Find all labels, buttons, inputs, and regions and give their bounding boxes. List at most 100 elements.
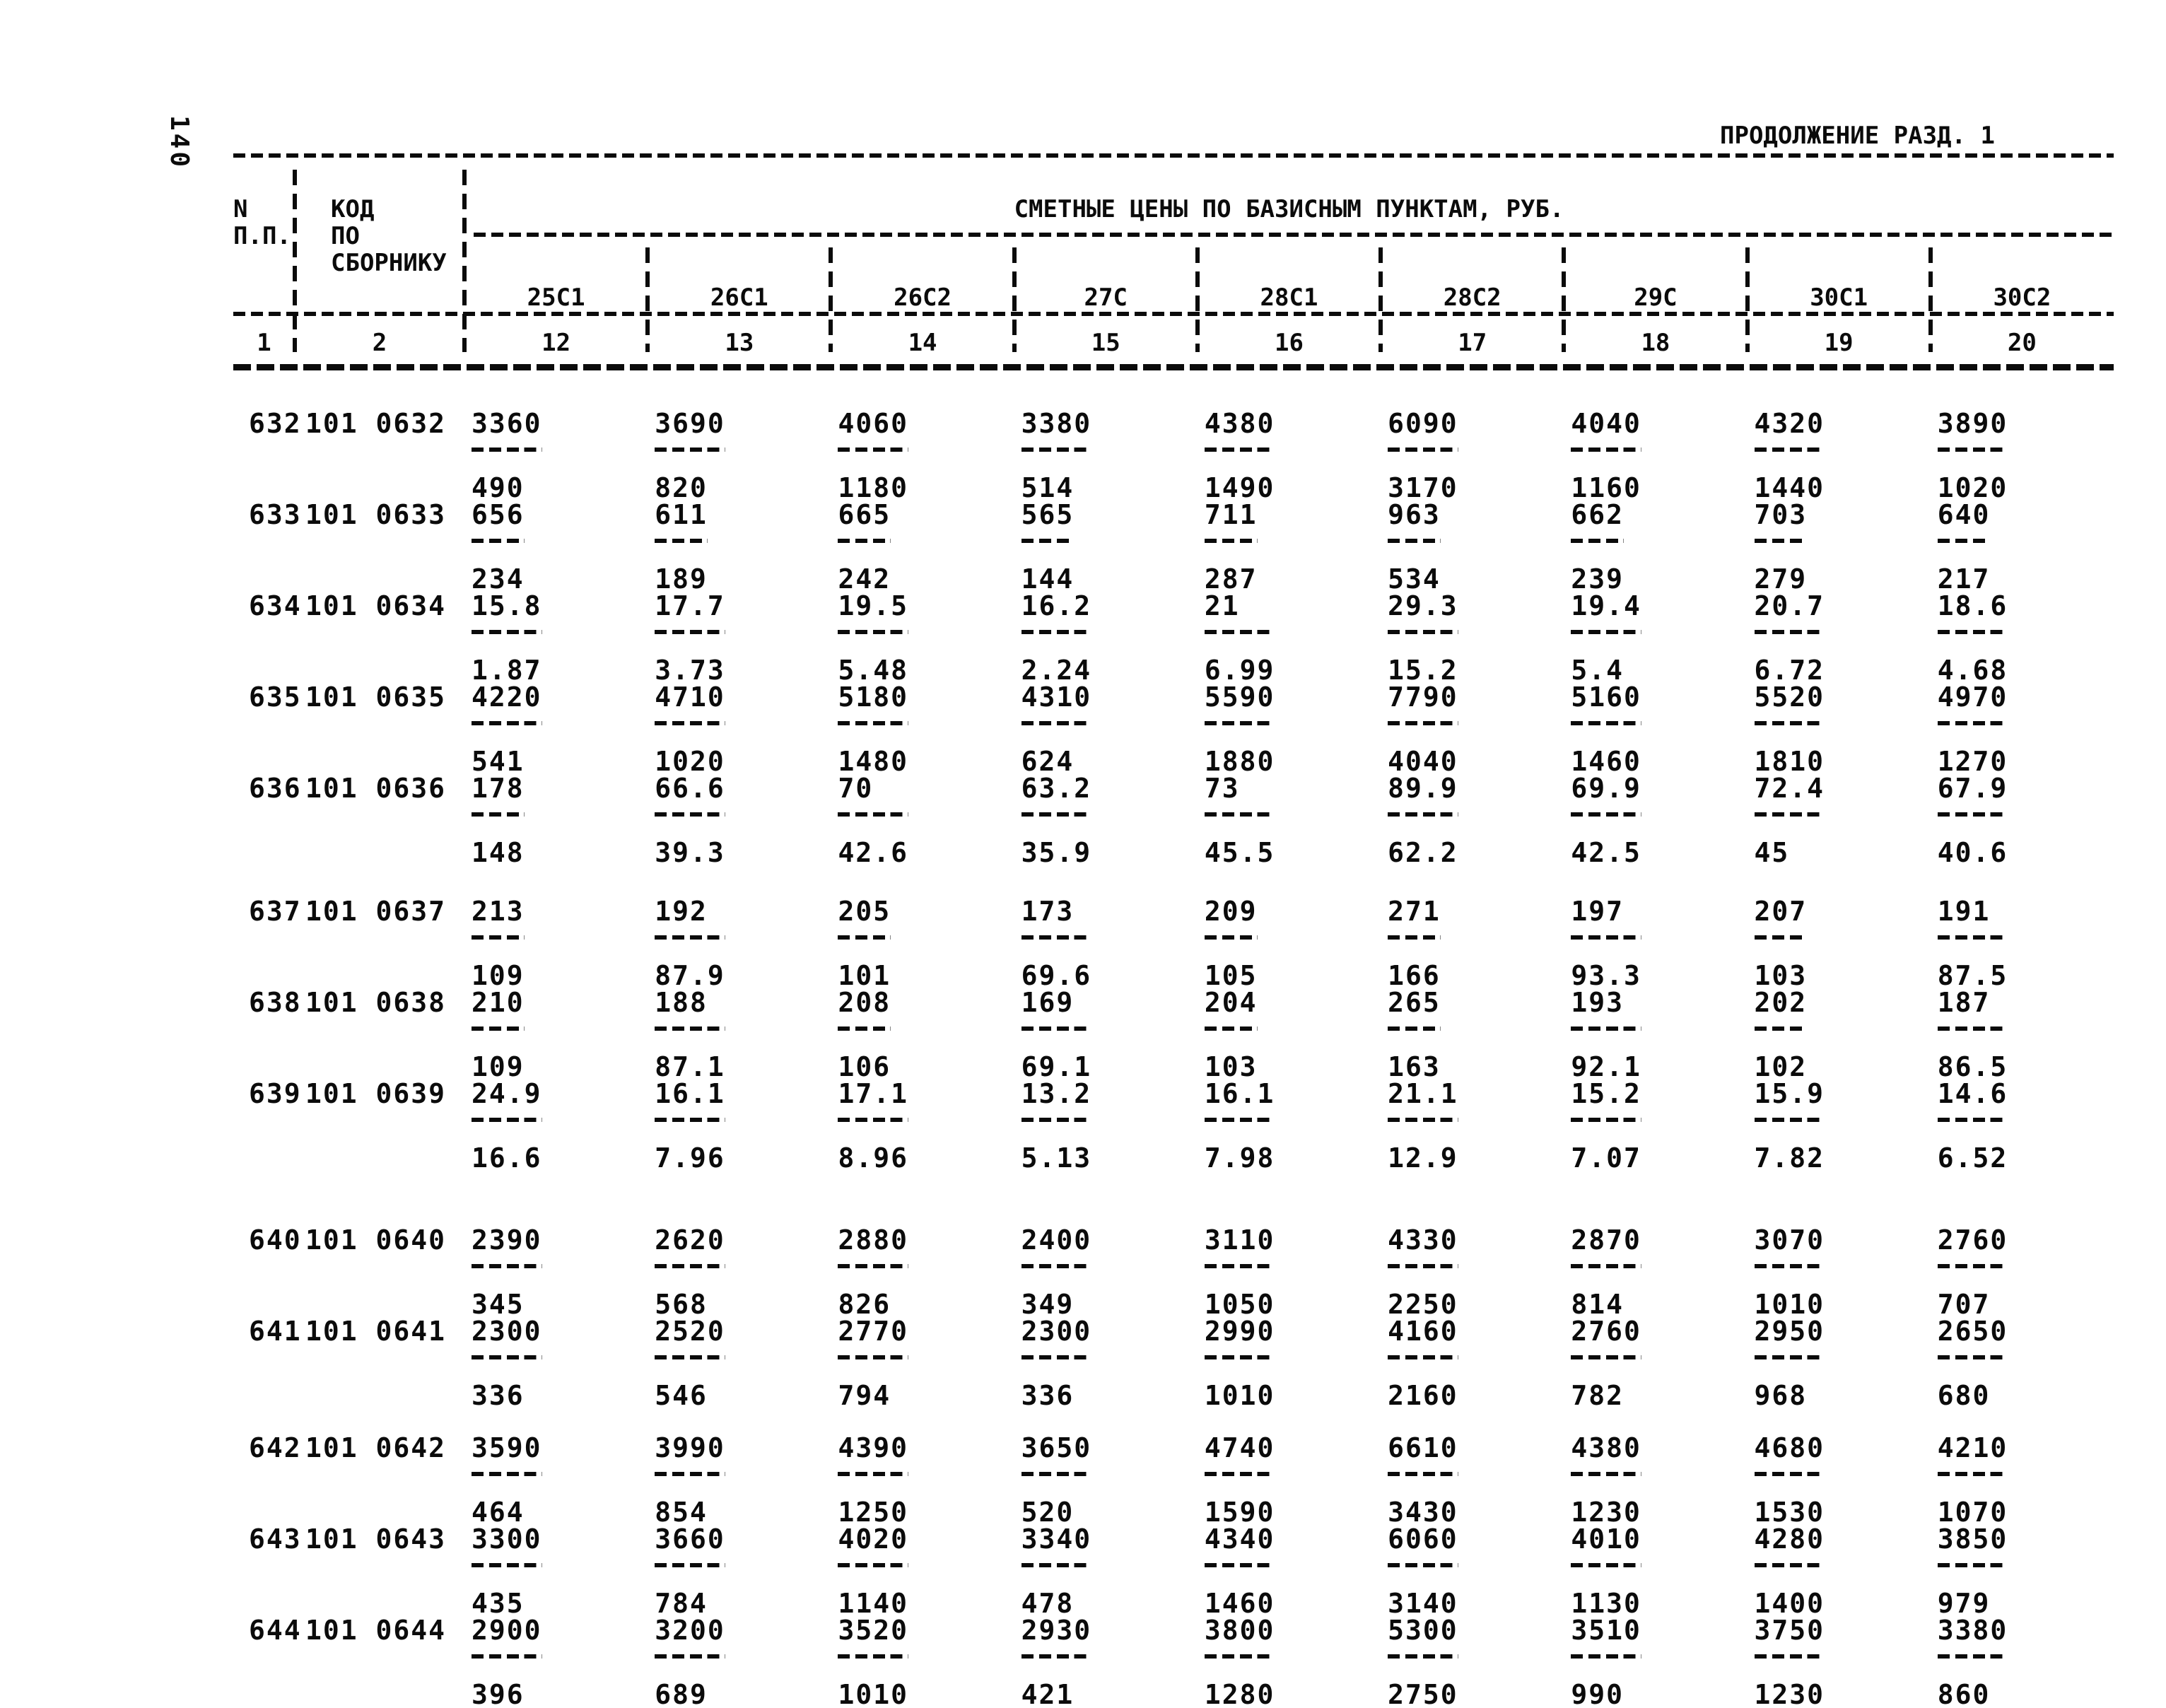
- fraction-rule: [1204, 1563, 1381, 1590]
- fraction-rule: [838, 448, 1014, 474]
- fraction-rule: [1388, 1026, 1564, 1053]
- price-fraction: 4330 2250: [1381, 1227, 1564, 1318]
- price-fraction: 209 105: [1198, 898, 1381, 989]
- column-number: 12: [542, 329, 571, 357]
- price-value-bottom: 42.5: [1571, 837, 1641, 868]
- fraction-rule: [838, 812, 1014, 839]
- price-column-label: 26С1: [710, 283, 768, 312]
- row-code: 101 0638: [305, 987, 447, 1018]
- price-value-top: 66.6: [655, 773, 725, 804]
- price-value-bottom: 534: [1388, 563, 1441, 595]
- price-value-bottom: 93.3: [1571, 960, 1641, 991]
- price-column-label: 26С2: [894, 283, 952, 312]
- price-value-top: 4010: [1571, 1523, 1641, 1555]
- price-fraction: 5180 1480: [831, 684, 1014, 775]
- price-fraction: 265 163: [1381, 989, 1564, 1080]
- fraction-rule: [1754, 539, 1931, 566]
- price-value-top: 4280: [1754, 1523, 1825, 1555]
- price-value-top: 963: [1388, 499, 1441, 530]
- price-value-top: 15.8: [472, 590, 542, 621]
- price-value-bottom: 1050: [1204, 1289, 1275, 1320]
- price-column-label: 29С: [1634, 283, 1678, 312]
- fraction-rule: [1204, 539, 1381, 566]
- price-value-bottom: 814: [1571, 1289, 1624, 1320]
- price-fraction: 3990 854: [648, 1434, 831, 1526]
- price-fraction: 24.9 16.6: [464, 1080, 648, 1171]
- fraction-rule: [1754, 1654, 1931, 1681]
- column-divider: [1195, 247, 1200, 352]
- fraction-rule: [1571, 1264, 1747, 1291]
- price-value-bottom: 345: [472, 1289, 525, 1320]
- fraction-rule: [655, 539, 831, 566]
- price-value-bottom: 336: [472, 1380, 525, 1411]
- fraction-rule: [1937, 1355, 2114, 1382]
- price-value-bottom: 7.82: [1754, 1142, 1825, 1174]
- price-value-top: 89.9: [1388, 773, 1458, 804]
- price-fraction: 18.6 4.68: [1931, 592, 2114, 684]
- fraction-rule: [1754, 812, 1931, 839]
- price-fraction: 3650 520: [1014, 1434, 1198, 1526]
- price-value-bottom: 6.52: [1937, 1142, 2008, 1174]
- fraction-rule: [1021, 1026, 1198, 1053]
- fraction-rule: [1754, 721, 1931, 748]
- price-value-bottom: 287: [1204, 563, 1258, 595]
- fraction-rule: [1937, 1654, 2114, 1681]
- price-value-top: 4710: [655, 682, 725, 713]
- price-fraction: 656 234: [464, 501, 648, 592]
- column-divider: [293, 170, 297, 352]
- fraction-rule: [1754, 1118, 1931, 1145]
- fraction-rule: [1937, 448, 2114, 474]
- price-fraction: 6060 3140: [1381, 1526, 1564, 1617]
- price-value-top: 213: [472, 896, 525, 927]
- price-value-top: 14.6: [1937, 1078, 2008, 1109]
- price-fraction: 3510 990: [1564, 1617, 1747, 1708]
- fraction-rule: [1571, 935, 1747, 962]
- price-fraction: 2870 814: [1564, 1227, 1747, 1318]
- price-value-bottom: 990: [1571, 1679, 1624, 1708]
- fraction-rule: [1571, 812, 1747, 839]
- price-value-top: 3070: [1754, 1224, 1825, 1256]
- price-fraction: 15.2 7.07: [1564, 1080, 1747, 1171]
- price-value-bottom: 1180: [838, 472, 908, 503]
- fraction-rule: [1571, 1355, 1747, 1382]
- price-value-bottom: 1070: [1937, 1497, 2008, 1528]
- table-row: 642 101 0642 3590 464 3990 854 4390 1250 3650 520…: [233, 1434, 2114, 1526]
- price-fraction: 66.6 39.3: [648, 775, 831, 866]
- price-value-bottom: 1460: [1571, 746, 1641, 777]
- price-value-bottom: 62.2: [1388, 837, 1458, 868]
- price-value-bottom: 109: [472, 1051, 525, 1082]
- price-value-bottom: 1010: [1204, 1380, 1275, 1411]
- fraction-rule: [1388, 1118, 1564, 1145]
- price-fraction: 63.2 35.9: [1014, 775, 1198, 866]
- price-value-bottom: 1130: [1571, 1588, 1641, 1619]
- price-value-top: 5300: [1388, 1615, 1458, 1646]
- column-divider: [1928, 247, 1933, 352]
- fraction-rule: [1571, 1563, 1747, 1590]
- price-fraction: 5160 1460: [1564, 684, 1747, 775]
- price-value-top: 6610: [1388, 1432, 1458, 1463]
- price-value-top: 4320: [1754, 408, 1825, 439]
- header-np-line2: П.П.: [233, 222, 291, 250]
- price-column-label: 28С2: [1443, 283, 1501, 312]
- price-value-bottom: 279: [1754, 563, 1808, 595]
- column-number: 2: [372, 329, 387, 357]
- price-value-top: 4220: [472, 682, 542, 713]
- price-value-bottom: 8.96: [838, 1142, 908, 1174]
- column-number-row: 1 2 12 13 14 15 16 17 18 19 20: [233, 329, 2114, 356]
- header-col-np: N П.П.: [233, 196, 291, 250]
- fraction-rule: [472, 1355, 648, 1382]
- fraction-rule: [838, 1264, 1014, 1291]
- price-value-bottom: 1020: [1937, 472, 2008, 503]
- price-fraction: 70 42.6: [831, 775, 1014, 866]
- row-number: 634: [249, 590, 302, 621]
- fraction-rule: [1204, 1026, 1381, 1053]
- price-value-bottom: 6.99: [1204, 655, 1275, 686]
- price-column-label: 30С1: [1810, 283, 1868, 312]
- price-value-top: 4060: [838, 408, 908, 439]
- price-value-top: 209: [1204, 896, 1258, 927]
- fraction-rule: [655, 1118, 831, 1145]
- price-fraction: 4390 1250: [831, 1434, 1014, 1526]
- price-fraction: 611 189: [648, 501, 831, 592]
- price-value-bottom: 490: [472, 472, 525, 503]
- price-value-top: 4680: [1754, 1432, 1825, 1463]
